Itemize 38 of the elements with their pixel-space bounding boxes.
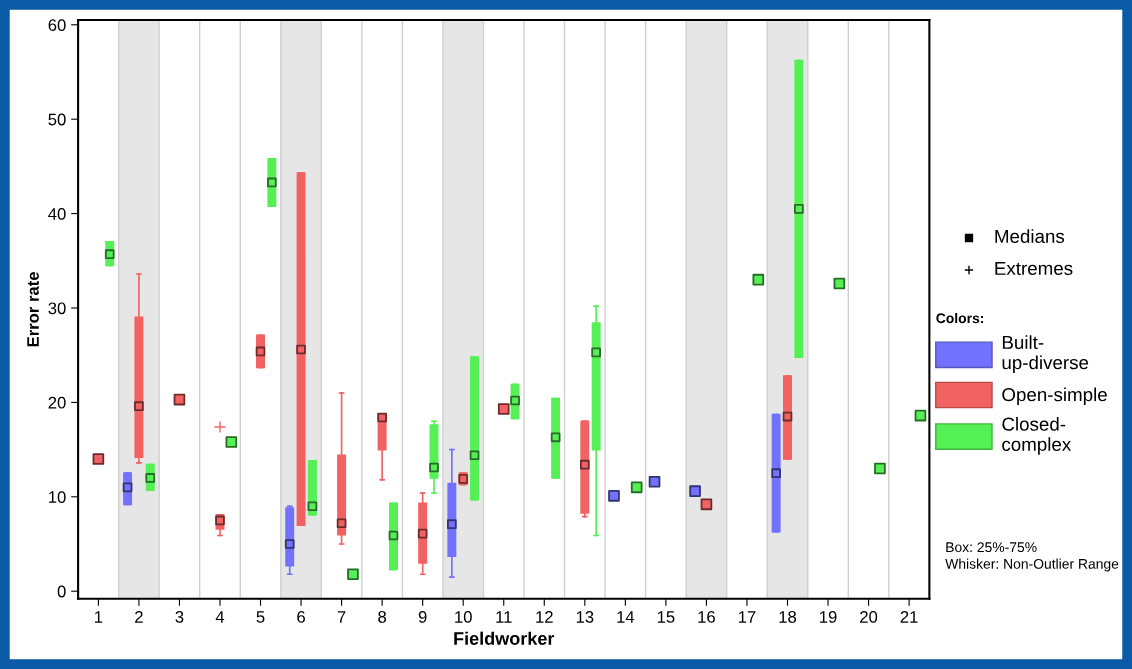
y-tick-label: 50 (48, 113, 66, 126)
legend-title: Colors: (936, 312, 984, 324)
y-axis-title: Error rate (27, 272, 39, 347)
x-tick-label: 21 (900, 611, 918, 623)
text: Medians (995, 229, 1065, 244)
y-tick-label: 0 (57, 585, 66, 598)
x-tick-label: 11 (496, 611, 512, 623)
x-tick-label: 5 (256, 611, 265, 623)
x-tick-label: 3 (175, 611, 184, 623)
x-tick-label: 4 (215, 611, 225, 623)
x-tick-label: 14 (617, 611, 635, 623)
y-tick-label: 60 (48, 19, 66, 31)
x-tick-label: 10 (455, 611, 472, 623)
x-tick-label: 20 (860, 611, 878, 623)
y-tick-label: 20 (48, 396, 66, 409)
text: Whisker: Non-Outlier Range (945, 558, 1119, 572)
x-axis-title: Fieldworker (454, 631, 555, 645)
legend-label: Built-up-diverse (1002, 335, 1089, 373)
y-tick-label: 30 (48, 302, 66, 315)
x-tick-label: 2 (135, 611, 143, 623)
x-tick-label: 6 (297, 611, 305, 623)
legend-label: Open-simple (1002, 387, 1107, 405)
y-tick-label: 40 (48, 208, 66, 220)
x-tick-label: 13 (576, 611, 594, 623)
x-tick-label: 17 (738, 611, 756, 623)
x-tick-label: 16 (698, 611, 715, 623)
text: Box: 25%-75% (946, 542, 1037, 553)
x-tick-label: 9 (418, 611, 427, 623)
x-tick-label: 8 (378, 611, 387, 623)
x-tick-label: 12 (536, 611, 553, 623)
y-tick-label: 10 (49, 491, 66, 503)
x-tick-label: 1 (95, 611, 103, 623)
legend-label: Closed-complex (1002, 417, 1072, 455)
x-tick-label: 18 (779, 611, 797, 623)
text: Extremes (995, 261, 1073, 276)
x-tick-label: 15 (657, 611, 675, 623)
x-tick-label: 19 (820, 611, 837, 623)
x-tick-label: 7 (337, 611, 346, 623)
